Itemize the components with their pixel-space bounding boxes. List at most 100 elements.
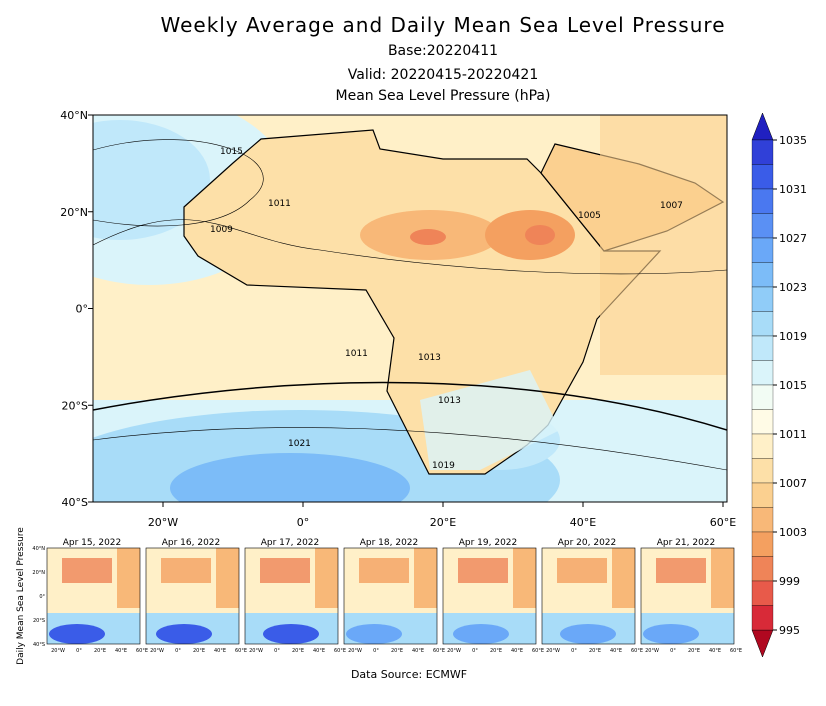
daily-panel: Apr 17, 2022 20°W 0° 20°E 40°E 60°E — [244, 538, 346, 654]
panel-lon-label: 40°E — [511, 648, 523, 654]
contour-label: 1013 — [418, 353, 441, 363]
panel-title: Apr 15, 2022 — [63, 538, 122, 548]
contour-label: 1015 — [220, 147, 243, 157]
lon-label: 20°W — [148, 516, 178, 529]
panel-lon-label: 60°E — [730, 648, 742, 654]
base: Base:20220411 — [388, 43, 498, 59]
panel-east — [315, 548, 338, 608]
panel-high — [560, 624, 616, 644]
colorbar-swatch — [751, 335, 774, 361]
colorbar-label: 1027 — [779, 232, 807, 245]
panel-high — [346, 624, 402, 644]
panel-frame — [244, 547, 339, 645]
colorbar-swatch — [751, 237, 774, 263]
panel-lon-label: 20°E — [688, 648, 700, 654]
panel-lon-label: 20°W — [546, 648, 560, 654]
colorbar-label: 1003 — [779, 526, 807, 539]
panel-lat-label: 40°N — [32, 546, 45, 552]
colorbar-label: 1011 — [779, 428, 807, 441]
panel-frame — [343, 547, 438, 645]
panel-lon-label: 60°E — [334, 648, 346, 654]
panel-frame — [145, 547, 240, 645]
panel-lon-label: 20°W — [150, 648, 164, 654]
panel-lon-label: 40°E — [412, 648, 424, 654]
panel-title: Apr 18, 2022 — [360, 538, 419, 548]
panel-lon-label: 0° — [571, 648, 577, 654]
panel-sahara — [458, 558, 508, 583]
contour-label: 1011 — [345, 349, 368, 359]
colorbar-swatch — [751, 139, 774, 165]
panel-lon-label: 0° — [373, 648, 379, 654]
panel-sahara — [62, 558, 112, 583]
colorbar-swatch — [751, 409, 774, 435]
colorbar-swatch — [751, 360, 774, 386]
subtitle: Mean Sea Level Pressure (hPa) — [336, 88, 551, 104]
map: 1015 1011 1009 1011 1013 1013 1021 1019 … — [93, 115, 727, 502]
panel-lon-label: 40°E — [709, 648, 721, 654]
lat-label: 20°N — [60, 206, 88, 219]
panel-east — [711, 548, 734, 608]
panel-lon-label: 60°E — [235, 648, 247, 654]
lat-label: 40°S — [62, 496, 88, 509]
source: Data Source: ECMWF — [351, 668, 467, 681]
panel-title: Apr 19, 2022 — [459, 538, 518, 548]
panel-title: Apr 17, 2022 — [261, 538, 320, 548]
colorbar-label: 1023 — [779, 281, 807, 294]
panel-lon-label: 20°E — [391, 648, 403, 654]
panel-lon-label: 20°E — [490, 648, 502, 654]
panel-sahara — [260, 558, 310, 583]
panel-high — [453, 624, 509, 644]
colorbar-swatch — [751, 286, 774, 312]
panel-lon-label: 20°W — [645, 648, 659, 654]
panel-lon-label: 20°W — [348, 648, 362, 654]
panel-title: Apr 21, 2022 — [657, 538, 716, 548]
panel-lon-label: 60°E — [631, 648, 643, 654]
panel-frame — [640, 547, 735, 645]
lon-label: 0° — [297, 516, 310, 529]
panel-lon-label: 60°E — [433, 648, 445, 654]
panel-lat-label: 20°N — [32, 570, 45, 576]
contour-label: 1009 — [210, 225, 233, 235]
lon-label: 40°E — [570, 516, 596, 529]
colorbar-swatch — [751, 384, 774, 410]
panel-lat-label: 20°S — [33, 618, 45, 624]
colorbar-swatch — [751, 482, 774, 508]
lat-label: 20°S — [62, 399, 88, 412]
panel-lon-label: 40°E — [115, 648, 127, 654]
panel-east — [612, 548, 635, 608]
colorbar-swatch — [751, 188, 774, 214]
contour-label: 1013 — [438, 396, 461, 406]
panel-frame — [442, 547, 537, 645]
colorbar-label: 1015 — [779, 379, 807, 392]
panel-frame — [541, 547, 636, 645]
panel-high — [49, 624, 105, 644]
colorbar-swatch — [751, 458, 774, 484]
panel-lon-label: 0° — [76, 648, 82, 654]
colorbar-swatch — [751, 507, 774, 533]
daily-panel: Apr 19, 2022 20°W 0° 20°E 40°E 60°E — [442, 538, 544, 654]
contour-label: 1019 — [432, 461, 455, 471]
contour-label: 1005 — [578, 211, 601, 221]
colorbar-top — [751, 112, 774, 141]
panel-lon-label: 0° — [274, 648, 280, 654]
panel-east — [513, 548, 536, 608]
daily-panel: Apr 16, 2022 20°W 0° 20°E 40°E 60°E — [145, 538, 247, 654]
panel-high — [643, 624, 699, 644]
map-axes: 40°N 20°N 0° 20°S 40°S 20°W 0° 20°E 40°E 60°E — [60, 109, 736, 529]
panel-sahara — [656, 558, 706, 583]
valid: Valid: 20220415-20220421 — [348, 67, 538, 83]
panel-high — [156, 624, 212, 644]
panel-axis-label: Daily Mean Sea Level Pressure — [16, 527, 26, 665]
panel-lon-label: 20°E — [589, 648, 601, 654]
panel-lat-label: 40°S — [33, 642, 45, 648]
contour-label: 1007 — [660, 201, 683, 211]
title: Weekly Average and Daily Mean Sea Level … — [161, 13, 726, 37]
contour-label: 1021 — [288, 439, 311, 449]
panel-lon-label: 40°E — [610, 648, 622, 654]
colorbar-swatch — [751, 213, 774, 239]
panel-lon-label: 0° — [472, 648, 478, 654]
panel-lon-label: 20°E — [94, 648, 106, 654]
daily-panel: Apr 15, 2022 20°W 0° 20°E 40°E 60°E 40°N 20°N 0°… — [32, 538, 148, 654]
panel-lon-label: 60°E — [532, 648, 544, 654]
